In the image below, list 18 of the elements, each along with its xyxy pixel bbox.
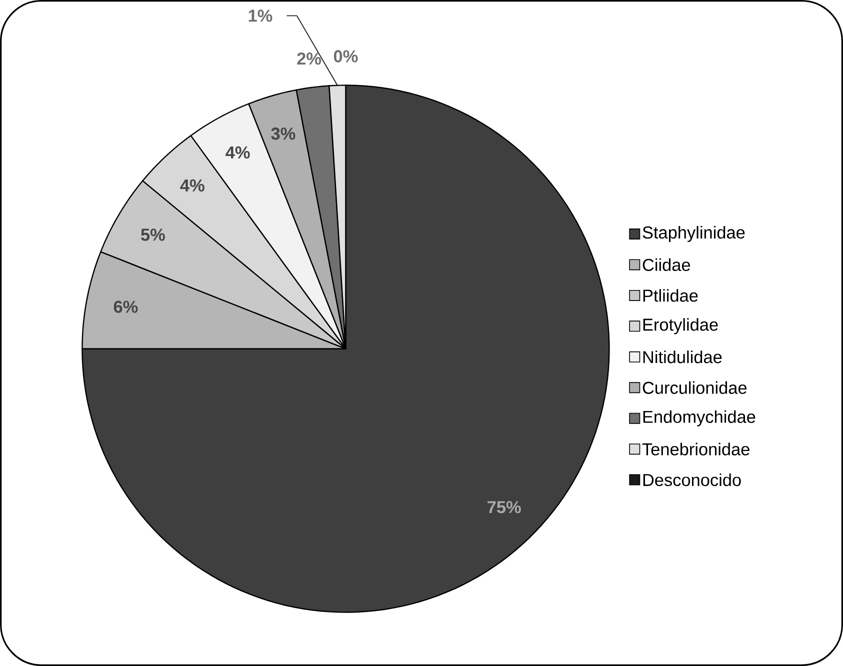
legend-label: Ciidae — [642, 258, 690, 272]
data-label: 4% — [180, 179, 204, 192]
text: 0% — [334, 50, 358, 62]
data-label: 4% — [226, 146, 250, 159]
data-label: 3% — [271, 128, 296, 140]
data-label: 5% — [140, 228, 165, 241]
data-label: 75% — [488, 501, 521, 514]
legend-label: Ptliidae — [643, 289, 698, 302]
data-label: 6% — [114, 300, 138, 313]
legend-label: Tenebrionidae — [642, 442, 750, 456]
legend-label: Staphylinidae — [642, 226, 745, 242]
legend-label: Endomychidae — [643, 410, 756, 426]
data-label: 2% — [297, 52, 322, 65]
legend-label: Curculionidae — [642, 381, 747, 394]
legend-label: Desconocido — [643, 473, 741, 486]
legend-label: Erotylidae — [643, 318, 718, 334]
legend-label: Nitidulidae — [643, 350, 722, 364]
data-label: 1% — [248, 10, 272, 22]
